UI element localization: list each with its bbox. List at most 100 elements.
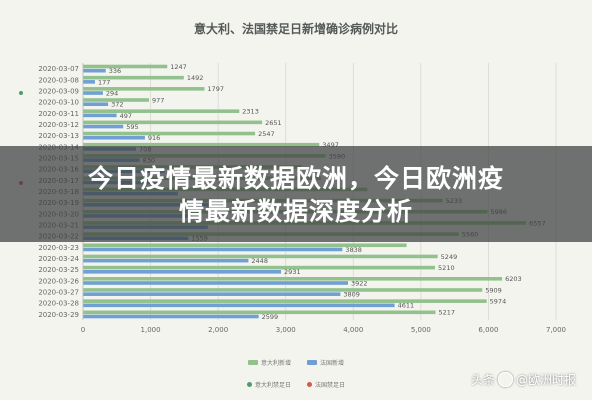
data-label: 3809	[343, 291, 360, 299]
y-tick-label: 2020-03-07	[38, 65, 79, 73]
data-label: 6203	[505, 275, 522, 283]
y-tick-label: 2020-03-28	[38, 300, 79, 308]
data-label: 5210	[438, 264, 455, 272]
data-label: 2448	[251, 257, 268, 265]
bar	[83, 247, 343, 252]
bar	[83, 288, 483, 292]
chart-title: 意大利、法国禁足日新增确诊病例对比	[193, 22, 398, 36]
x-tick-label: 3,000	[276, 326, 296, 334]
headline-line-2: 情最新数据深度分析	[178, 197, 413, 226]
headline-text: 今日疫情最新数据欧洲，今日欧洲疫 情最新数据深度分析	[0, 162, 592, 228]
bar	[83, 310, 436, 315]
data-label: 1797	[207, 85, 224, 93]
data-label: 5974	[490, 298, 507, 306]
headline-line-1: 今日疫情最新数据欧洲，今日欧洲疫	[87, 164, 504, 193]
bar	[83, 98, 150, 102]
data-label: 497	[120, 112, 132, 120]
data-label: 5217	[439, 309, 456, 317]
data-label: 5249	[441, 253, 458, 261]
y-tick-label: 2020-03-23	[38, 244, 79, 252]
y-tick-label: 2020-03-08	[38, 76, 79, 84]
y-tick-label: 2020-03-24	[38, 255, 79, 263]
y-tick-label: 2020-03-09	[38, 87, 79, 95]
y-tick-label: 2020-03-11	[38, 110, 79, 118]
data-label: 336	[109, 67, 121, 75]
bar	[83, 265, 436, 270]
legend-row-lockdown: 意大利禁足日 法国禁足日	[0, 380, 592, 389]
data-label: 5909	[485, 286, 502, 294]
bar	[83, 109, 240, 113]
bar	[83, 243, 407, 248]
legend-label-france-lockdown: 法国禁足日	[314, 382, 345, 389]
bar	[83, 102, 109, 107]
bar	[83, 276, 503, 281]
data-label: 2313	[242, 108, 259, 116]
bar	[83, 75, 184, 80]
bar	[83, 299, 487, 303]
watermark: 头条 @欧洲时报	[471, 371, 576, 388]
x-tick-label: 1,000	[141, 326, 161, 334]
legend-swatch-france	[306, 360, 317, 365]
bar	[83, 124, 124, 129]
legend-label-italy: 意大利新增	[261, 360, 292, 367]
data-label: 595	[126, 123, 138, 131]
headline-banner: 今日疫情最新数据欧洲，今日欧洲疫 情最新数据深度分析	[0, 146, 592, 242]
bar	[83, 64, 168, 69]
bar	[83, 120, 263, 125]
legend-item-france-lockdown[interactable]: 法国禁足日	[306, 380, 345, 389]
watermark-prefix: 头条	[470, 373, 495, 387]
bar	[83, 281, 349, 285]
legend-label-france: 法国新增	[319, 360, 344, 367]
watermark-account: @欧洲时报	[515, 373, 576, 387]
x-tick-label: 4,000	[343, 326, 363, 334]
data-label: 3838	[345, 246, 362, 254]
x-tick-label: 2,000	[208, 326, 228, 334]
y-tick-label: 2020-03-25	[38, 266, 79, 274]
data-label: 372	[111, 101, 123, 109]
y-tick-label: 2020-03-10	[38, 99, 79, 107]
legend-swatch-italy	[248, 360, 259, 365]
bar	[83, 87, 205, 91]
legend-item-france[interactable]: 法国新增	[306, 358, 344, 367]
bar	[83, 68, 106, 73]
legend-label-italy-lockdown: 意大利禁足日	[255, 382, 292, 389]
x-tick-label: 5,000	[411, 326, 431, 334]
data-label: 3922	[351, 279, 368, 287]
bar	[83, 292, 341, 296]
bar	[83, 80, 95, 84]
bar	[83, 113, 117, 118]
legend-dot-italy-lockdown	[247, 382, 253, 387]
data-label: 916	[148, 134, 160, 142]
legend-dot-france-lockdown	[306, 382, 312, 387]
data-label: 2931	[284, 268, 301, 276]
legend-row-series: 意大利新增 法国新增	[0, 358, 592, 367]
y-tick-label: 2020-03-12	[38, 121, 79, 129]
y-tick-label: 2020-03-13	[38, 132, 79, 140]
data-label: 4611	[398, 302, 415, 310]
x-tick-label: 6,000	[478, 326, 498, 334]
x-tick-label: 0	[81, 326, 85, 334]
data-label: 294	[106, 89, 118, 97]
data-label: 1247	[170, 63, 187, 71]
bar	[83, 258, 249, 263]
watermark-logo-icon	[497, 372, 513, 387]
bar	[83, 254, 438, 259]
data-label: 2599	[262, 313, 279, 321]
data-label: 2547	[258, 130, 275, 138]
y-tick-label: 2020-03-27	[38, 289, 79, 297]
bar	[83, 314, 259, 319]
data-label: 2651	[265, 119, 282, 127]
bar	[83, 91, 103, 95]
bar	[83, 135, 145, 140]
data-label: 977	[152, 96, 164, 104]
bar	[83, 142, 320, 147]
x-tick-label: 7,000	[546, 326, 566, 334]
data-label: 177	[98, 78, 110, 86]
bar	[83, 131, 256, 136]
lockdown-marker-italy	[19, 91, 23, 95]
bar	[83, 303, 395, 308]
legend-item-italy-lockdown[interactable]: 意大利禁足日	[247, 380, 291, 389]
legend-item-italy[interactable]: 意大利新增	[248, 358, 291, 367]
y-tick-label: 2020-03-26	[38, 277, 79, 285]
